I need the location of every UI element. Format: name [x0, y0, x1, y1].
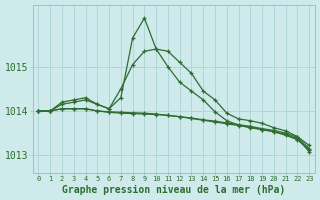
X-axis label: Graphe pression niveau de la mer (hPa): Graphe pression niveau de la mer (hPa): [62, 185, 285, 195]
